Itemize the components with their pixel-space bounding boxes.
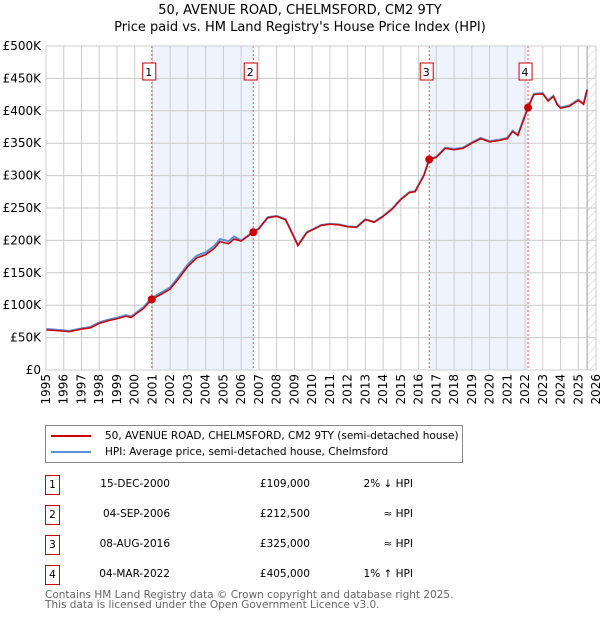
y-tick-label: £200K (3, 233, 43, 247)
x-tick-label: 1996 (57, 374, 71, 405)
x-tick-label: 2014 (376, 374, 390, 405)
transaction-row: 2 04-SEP-2006 £212,500 ≈ HPI (45, 505, 445, 525)
x-tick-label: 2022 (518, 374, 532, 405)
transaction-date: 04-MAR-2022 (99, 568, 170, 580)
price-chart: £0 £50K £100K £150K £200K £250K £300K £350K £400… (3, 39, 600, 405)
x-tick-label: 2001 (145, 374, 159, 405)
x-tick-label: 2010 (305, 374, 319, 405)
sale-label-box (142, 62, 157, 81)
y-tick-label: £0 (26, 363, 41, 377)
y-tick-label: £100K (3, 298, 43, 312)
x-tick-label: 2013 (358, 374, 372, 405)
chart-subtitle: Price paid vs. HM Land Registry's House … (114, 20, 486, 35)
legend: 50, AVENUE ROAD, CHELMSFORD, CM2 9TY (se… (45, 425, 463, 463)
hpi-legend-label: HPI: Average price, semi-detached house,… (105, 446, 389, 458)
transaction-price: £325,000 (259, 538, 310, 550)
x-tick-label: 2016 (412, 374, 426, 405)
sale-point (147, 295, 156, 304)
x-tick-label: 2021 (500, 374, 514, 405)
x-tick-label: 2002 (163, 374, 177, 405)
sale-point (524, 103, 533, 112)
x-tick-label: 2020 (483, 374, 497, 405)
sale-label: 2 (247, 66, 254, 79)
x-tick-label: 2008 (270, 374, 284, 405)
plot-border (45, 45, 597, 371)
y-tick-label: £400K (3, 104, 43, 118)
transaction-number: 3 (45, 535, 60, 555)
transaction-row: 1 15-DEC-2000 £109,000 2% ↓ HPI (45, 475, 445, 495)
transaction-hpi: 1% ↑ HPI (363, 568, 413, 580)
x-tick-label: 1997 (74, 374, 88, 405)
transaction-price: £212,500 (259, 508, 310, 520)
transaction-price: £109,000 (259, 478, 310, 490)
x-tick-label: 2012 (341, 374, 355, 405)
x-tick-label: 2005 (216, 374, 230, 405)
x-tick-label: 2026 (589, 374, 600, 405)
x-tick-label: 2017 (429, 374, 443, 405)
sale-label-box (419, 62, 434, 81)
sale-point (249, 228, 258, 237)
x-tick-label: 2025 (571, 374, 585, 405)
x-tick-label: 2007 (252, 374, 266, 405)
x-tick-label: 2019 (465, 374, 479, 405)
x-tick-label: 2003 (181, 374, 195, 405)
transaction-date: 08-AUG-2016 (99, 538, 170, 550)
x-tick-label: 2023 (536, 374, 550, 405)
x-tick-label: 1998 (92, 374, 106, 405)
price-legend-label: 50, AVENUE ROAD, CHELMSFORD, CM2 9TY (se… (105, 430, 459, 442)
sale-label: 3 (423, 66, 430, 79)
y-tick-label: £300K (3, 169, 43, 183)
hpi-legend-swatch (51, 451, 91, 453)
chart-title: 50, AVENUE ROAD, CHELMSFORD, CM2 9TY (158, 3, 442, 18)
transaction-hpi: ≈ HPI (383, 538, 413, 550)
x-tick-label: 2011 (323, 374, 337, 405)
y-tick-label: £500K (3, 39, 43, 53)
x-tick-label: 2004 (199, 374, 213, 405)
transaction-row: 4 04-MAR-2022 £405,000 1% ↑ HPI (45, 565, 445, 585)
sale-point (425, 155, 434, 164)
transaction-hpi: ≈ HPI (383, 508, 413, 520)
footer: Contains HM Land Registry data © Crown c… (45, 589, 454, 611)
x-tick-label: 2024 (554, 374, 568, 405)
transaction-date: 15-DEC-2000 (100, 478, 170, 490)
transaction-number: 1 (45, 475, 60, 495)
sale-label: 1 (145, 66, 152, 79)
transaction-number: 2 (45, 505, 60, 525)
x-tick-label: 1999 (110, 374, 124, 405)
sale-label: 4 (522, 66, 529, 79)
x-tick-label: 2018 (447, 374, 461, 405)
footer-line: Contains HM Land Registry data © Crown c… (45, 589, 454, 601)
y-tick-label: £350K (3, 136, 43, 150)
y-tick-label: £450K (3, 71, 43, 85)
x-tick-label: 1995 (39, 374, 53, 405)
x-tick-label: 2009 (287, 374, 301, 405)
y-tick-label: £50K (10, 331, 42, 345)
transaction-row: 3 08-AUG-2016 £325,000 ≈ HPI (45, 535, 445, 555)
y-tick-label: £250K (3, 201, 43, 215)
transaction-date: 04-SEP-2006 (102, 508, 170, 520)
sale-label-box (518, 62, 533, 81)
sale-label-box (243, 62, 258, 81)
x-tick-label: 2006 (234, 374, 248, 405)
x-tick-label: 2015 (394, 374, 408, 405)
y-tick-label: £150K (3, 266, 43, 280)
footer-line: This data is licensed under the Open Gov… (45, 599, 380, 611)
transaction-price: £405,000 (259, 568, 310, 580)
x-tick-label: 2000 (128, 374, 142, 405)
price-series-line (45, 89, 588, 333)
transaction-number: 4 (45, 565, 60, 585)
price-legend-swatch (51, 435, 91, 437)
transaction-hpi: 2% ↓ HPI (363, 478, 413, 490)
